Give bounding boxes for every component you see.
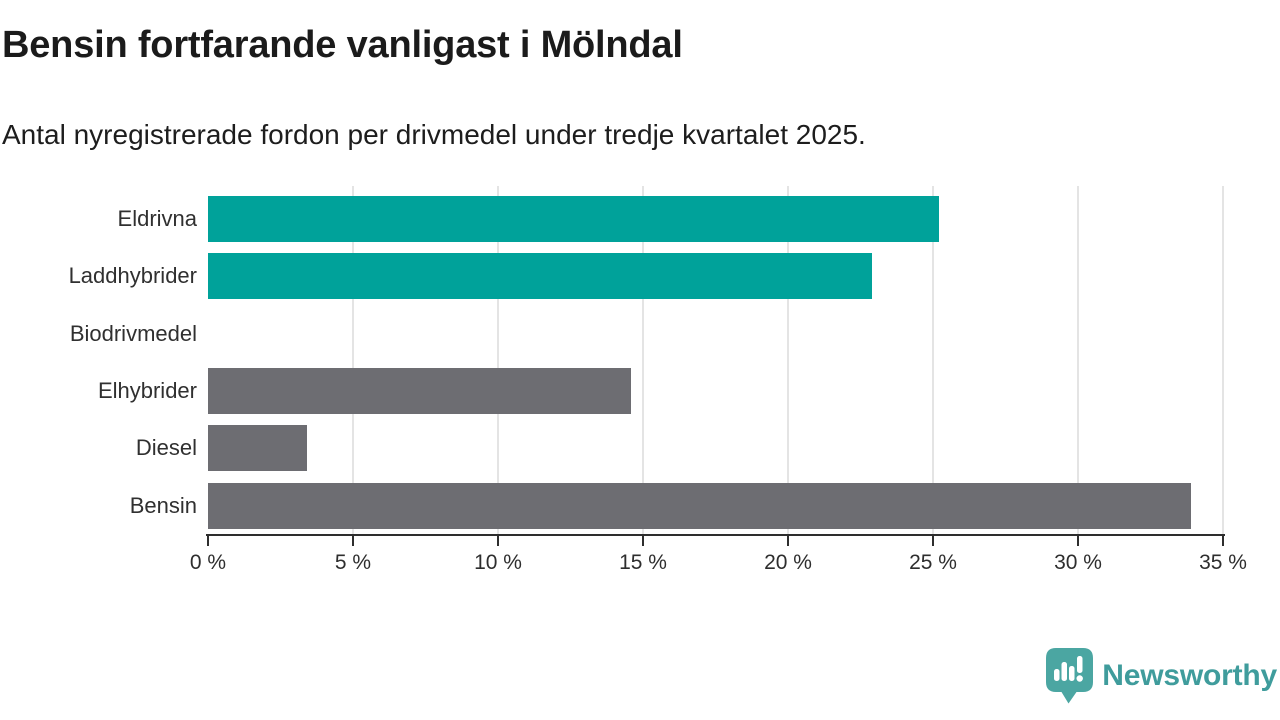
bar-elhybrider	[208, 367, 632, 414]
category-label-laddhybrider: Laddhybrider	[68, 263, 197, 289]
x-axis-tick-30	[1077, 534, 1079, 546]
category-label-bensin: Bensin	[129, 492, 197, 518]
gridline-20	[787, 186, 789, 534]
newsworthy-logo-text: Newsworthy	[1102, 659, 1277, 692]
x-axis-tick-label-15: 15 %	[619, 551, 667, 574]
bar-eldrivna	[208, 195, 939, 242]
x-axis-tick-15	[642, 534, 644, 546]
category-label-biodrivmedel: Biodrivmedel	[69, 320, 197, 346]
category-label-elhybrider: Elhybrider	[97, 377, 197, 403]
x-axis-tick-label-25: 25 %	[909, 551, 957, 574]
gridline-35	[1222, 186, 1224, 534]
x-axis-tick-label-35: 35 %	[1199, 551, 1247, 574]
category-label-diesel: Diesel	[135, 435, 197, 461]
gridline-10	[497, 186, 499, 534]
chart-title: Bensin fortfarande vanligast i Mölndal	[2, 24, 683, 66]
x-axis-tick-label-5: 5 %	[334, 551, 372, 574]
newsworthy-logo: Newsworthy	[1046, 647, 1277, 705]
x-axis-tick-10	[497, 534, 499, 546]
x-axis-tick-label-10: 10 %	[474, 551, 522, 574]
bar-bensin	[208, 482, 1192, 529]
gridline-25	[932, 186, 934, 534]
x-axis-tick-label-0: 0 %	[189, 551, 227, 574]
gridline-15	[642, 186, 644, 534]
x-axis-tick-label-20: 20 %	[764, 551, 812, 574]
x-axis-tick-25	[932, 534, 934, 546]
bar-laddhybrider	[208, 253, 873, 300]
x-axis-tick-5	[352, 534, 354, 546]
newsworthy-logo-icon	[1046, 648, 1094, 704]
gridline-5	[352, 186, 354, 534]
x-axis-tick-0	[207, 534, 209, 546]
x-axis-tick-20	[787, 534, 789, 546]
x-axis-line	[206, 534, 1225, 536]
chart-subtitle: Antal nyregistrerade fordon per drivmede…	[2, 119, 866, 150]
x-axis-tick-label-30: 30 %	[1054, 551, 1102, 574]
bar-diesel	[208, 425, 307, 472]
x-axis-tick-35	[1222, 534, 1224, 546]
category-label-eldrivna: Eldrivna	[117, 205, 197, 231]
gridline-30	[1077, 186, 1079, 534]
